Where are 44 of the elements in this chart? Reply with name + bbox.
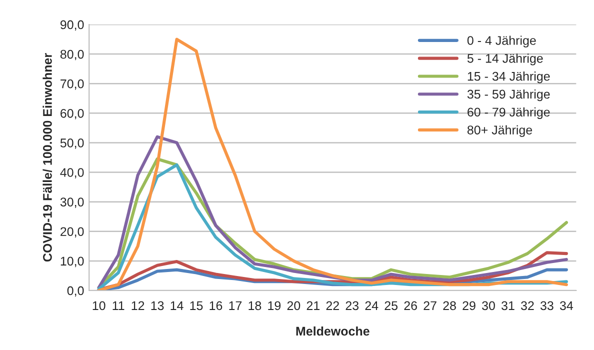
y-tick-label: 40,0 bbox=[60, 168, 84, 178]
y-tick-label: 10,0 bbox=[60, 256, 84, 268]
x-tick-label: 30 bbox=[482, 301, 495, 310]
x-tick-label: 16 bbox=[210, 301, 222, 310]
x-tick-label: 15 bbox=[190, 301, 203, 310]
x-tick-label: 25 bbox=[384, 301, 398, 310]
y-tick-label: 60,0 bbox=[60, 108, 84, 120]
y-tick-label: 80,0 bbox=[60, 50, 84, 60]
y-axis-title: COVID-19 Fälle/ 100.000 Einwohner bbox=[42, 53, 52, 262]
legend-label: 80+ Jährige bbox=[467, 125, 532, 137]
x-tick-label: 23 bbox=[346, 301, 359, 310]
x-tick-label: 31 bbox=[502, 301, 514, 310]
y-tick-label: 30,0 bbox=[60, 198, 84, 208]
x-tick-label: 28 bbox=[443, 301, 456, 310]
x-tick-label: 11 bbox=[112, 301, 124, 310]
y-tick-label: 70,0 bbox=[60, 79, 84, 90]
legend-label: 35 - 59 Jährige bbox=[467, 89, 550, 102]
legend-label: 5 - 14 Jährige bbox=[467, 54, 543, 66]
legend-label: 15 - 34 Jährige bbox=[468, 72, 550, 84]
y-tick-label: 50,0 bbox=[60, 138, 84, 149]
x-tick-label: 10 bbox=[92, 301, 106, 310]
x-tick-label: 29 bbox=[462, 301, 476, 310]
legend-label: 60 - 79 Jährige bbox=[468, 107, 550, 120]
x-axis-title: Meldewoche bbox=[296, 326, 370, 336]
x-tick-label: 20 bbox=[287, 301, 300, 310]
x-tick-label: 32 bbox=[520, 301, 534, 310]
x-tick-label: 33 bbox=[540, 301, 554, 310]
x-tick-label: 21 bbox=[306, 301, 320, 310]
y-tick-label: 90,0 bbox=[60, 20, 84, 31]
y-tick-label: 0,0 bbox=[67, 286, 84, 297]
legend-label: 0 - 4 Jährige bbox=[467, 36, 536, 48]
x-tick-label: 18 bbox=[248, 301, 262, 310]
x-tick-label: 26 bbox=[404, 301, 417, 310]
x-tick-label: 12 bbox=[132, 301, 144, 310]
x-tick-label: 27 bbox=[424, 301, 436, 310]
y-tick-label: 20,0 bbox=[60, 227, 84, 238]
x-tick-label: 14 bbox=[170, 301, 184, 310]
x-tick-label: 19 bbox=[268, 301, 281, 310]
x-tick-label: 13 bbox=[151, 301, 164, 310]
x-tick-label: 17 bbox=[229, 301, 242, 310]
x-tick-label: 22 bbox=[326, 301, 339, 310]
line-series bbox=[97, 38, 568, 290]
x-tick-label: 34 bbox=[560, 301, 574, 310]
x-tick-label: 24 bbox=[365, 301, 378, 310]
